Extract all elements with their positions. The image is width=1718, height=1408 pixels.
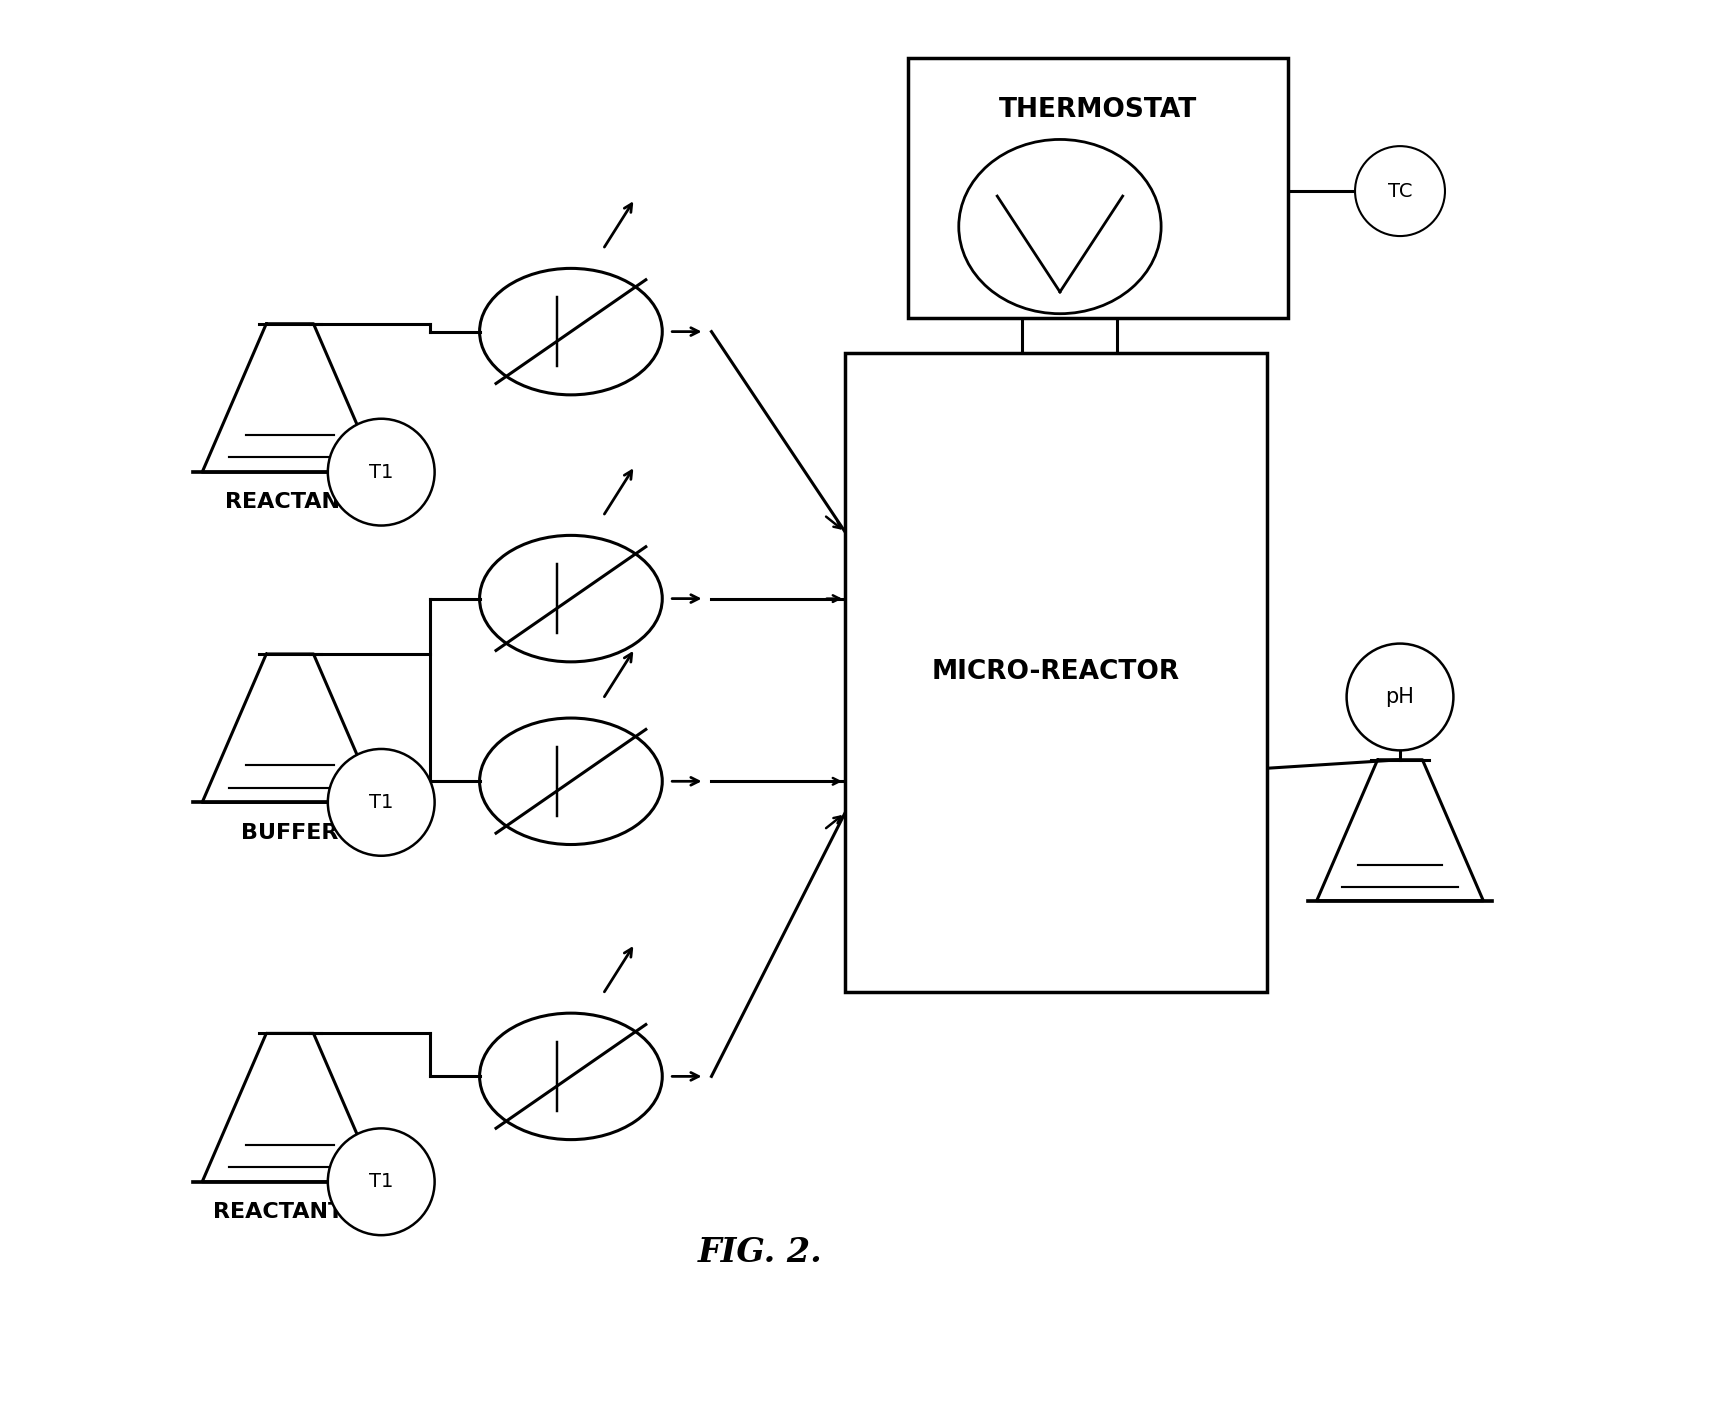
Text: T1: T1 — [369, 1173, 393, 1191]
Circle shape — [328, 749, 435, 856]
Text: TC: TC — [1388, 182, 1412, 200]
Text: THERMOSTAT: THERMOSTAT — [998, 97, 1197, 122]
Bar — [909, 58, 1287, 318]
Bar — [845, 352, 1266, 993]
Circle shape — [328, 418, 435, 525]
Text: pH: pH — [1386, 687, 1414, 707]
Text: MICRO-REACTOR: MICRO-REACTOR — [931, 659, 1180, 686]
Text: T1: T1 — [369, 463, 393, 482]
Circle shape — [1347, 643, 1453, 750]
Circle shape — [1356, 146, 1445, 237]
Text: REACTANT: REACTANT — [225, 493, 356, 513]
Text: REACTANT 2: REACTANT 2 — [213, 1202, 366, 1222]
Text: BUFFER: BUFFER — [241, 822, 338, 842]
Text: T1: T1 — [369, 793, 393, 812]
Circle shape — [328, 1128, 435, 1235]
Text: FIG. 2.: FIG. 2. — [698, 1236, 823, 1269]
